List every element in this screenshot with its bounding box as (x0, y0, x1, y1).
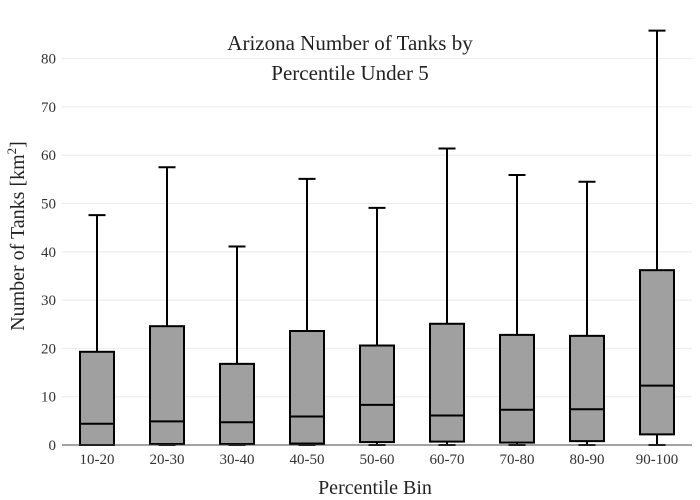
x-axis-title: Percentile Bin (318, 477, 432, 499)
x-axis-ticks: 10-20 20-30 30-40 40-50 50-60 60-70 70-80 80-90… (80, 452, 679, 468)
chart-title-line-1: Arizona Number of Tanks by (227, 31, 473, 55)
y-axis-ticks: 0 10 20 30 40 50 60 70 80 (41, 52, 56, 454)
box-30-40 (219, 245, 255, 446)
box-50-60 (359, 206, 395, 446)
y-axis-title-close: ] (7, 141, 29, 148)
iqr-box (219, 362, 255, 446)
y-tick-label: 80 (41, 52, 56, 68)
iqr-box (79, 350, 115, 446)
y-axis-title: Number of Tanks [km2] (4, 141, 29, 331)
y-tick-label: 20 (41, 341, 56, 357)
y-tick-label: 30 (41, 293, 56, 309)
iqr-box (149, 325, 185, 446)
x-tick-label: 70-80 (500, 452, 535, 468)
iqr-box (359, 344, 395, 444)
y-tick-label: 10 (41, 390, 56, 406)
box-20-30 (149, 166, 185, 446)
chart-title-line-2: Percentile Under 5 (271, 61, 429, 85)
box-series (79, 29, 675, 446)
box-70-80 (499, 174, 535, 446)
iqr-box (429, 322, 465, 443)
iqr-box (499, 333, 535, 444)
x-tick-label: 20-30 (150, 452, 185, 468)
box-90-100 (639, 29, 675, 446)
y-tick-label: 70 (41, 100, 56, 116)
box-40-50 (289, 177, 325, 446)
y-tick-label: 40 (41, 245, 56, 261)
x-tick-label: 60-70 (430, 452, 465, 468)
x-tick-label: 80-90 (570, 452, 605, 468)
iqr-box (569, 334, 605, 443)
x-tick-label: 10-20 (80, 452, 115, 468)
box-60-70 (429, 147, 465, 446)
x-tick-label: 50-60 (360, 452, 395, 468)
iqr-box (289, 330, 325, 445)
x-tick-label: 40-50 (290, 452, 325, 468)
x-tick-label: 90-100 (636, 452, 679, 468)
iqr-box (639, 269, 675, 436)
y-tick-label: 0 (49, 438, 57, 454)
y-tick-label: 50 (41, 197, 56, 213)
y-axis-title-sup: 2 (4, 148, 19, 155)
box-80-90 (569, 180, 605, 446)
y-axis-title-main: Number of Tanks [km (7, 154, 29, 331)
box-10-20 (79, 214, 115, 446)
x-tick-label: 30-40 (220, 452, 255, 468)
y-tick-label: 60 (41, 148, 56, 164)
